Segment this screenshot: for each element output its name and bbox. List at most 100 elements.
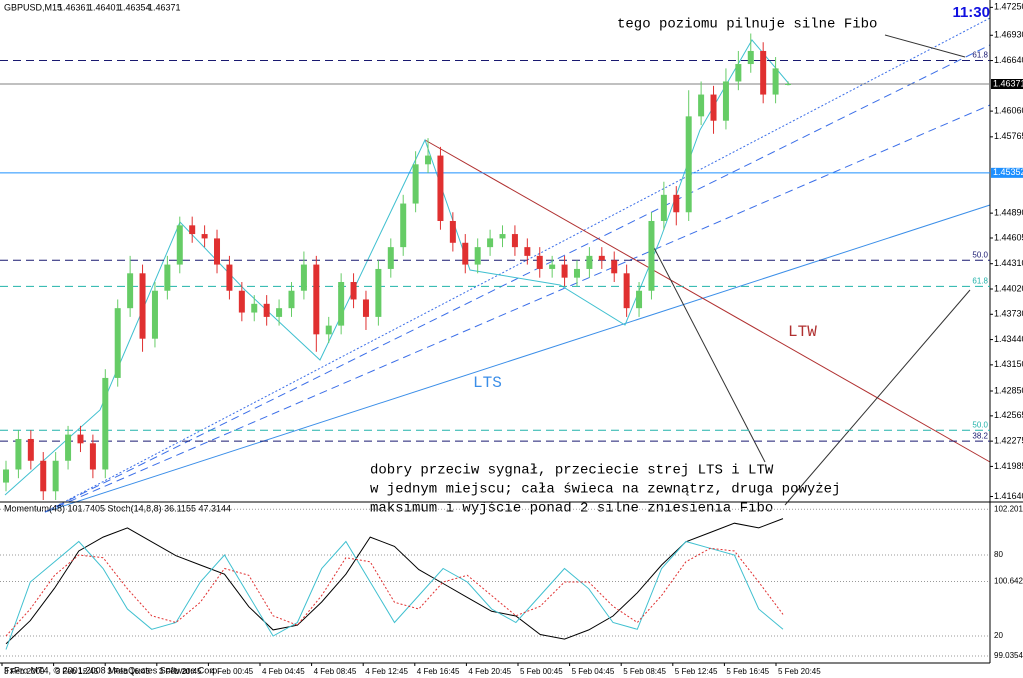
candle-body (362, 299, 369, 317)
y-tick-label: 99.0354 (994, 651, 1023, 660)
candle-body (238, 290, 245, 313)
dashed-trend (44, 104, 991, 513)
candle-body (710, 94, 717, 121)
y-tick-label: 1.44020 (994, 283, 1023, 293)
candle-body (648, 220, 655, 291)
x-tick-label: 5 Feb 00:45 (520, 667, 563, 676)
header-value: 1.46354 (118, 2, 151, 12)
arrow-line (649, 239, 766, 463)
y-tick-label: 1.46930 (994, 30, 1023, 40)
candle-body (263, 303, 270, 317)
candle-body (114, 308, 121, 378)
fibo-label: 61.8 (972, 276, 988, 285)
candle-body (449, 220, 456, 243)
candle-body (214, 238, 221, 265)
candle-body (65, 434, 72, 461)
arrow-line (884, 34, 966, 58)
y-tick-label: 1.43440 (994, 334, 1023, 344)
candle-body (226, 264, 233, 291)
indicator-line (5, 518, 784, 645)
candle-body (89, 443, 96, 470)
candle-body (636, 290, 643, 309)
fibo-label: 61.8 (972, 51, 988, 60)
x-tick-label: 3 Feb 12:45 (56, 667, 99, 676)
y-tick-label: 1.43730 (994, 309, 1023, 319)
candle-body (760, 50, 767, 95)
y-tick-label: 1.46640 (994, 55, 1023, 65)
x-tick-label: 4 Feb 12:45 (365, 667, 408, 676)
y-tick-label: 1.41985 (994, 461, 1023, 471)
annotation: LTW (788, 323, 817, 341)
candle-body (375, 268, 382, 317)
fibo-label: 38.2 (972, 431, 988, 440)
candle-body (189, 225, 196, 235)
x-tick-label: 5 Feb 04:45 (572, 667, 615, 676)
candle-body (747, 50, 754, 65)
candle-body (77, 434, 84, 444)
candle-body (511, 234, 518, 248)
trend-lines (4, 17, 991, 513)
candle-body (164, 264, 171, 291)
candle-body (474, 247, 481, 265)
dotted-trend (44, 17, 991, 513)
candle-body (660, 194, 667, 221)
y-tick-label: 1.42565 (994, 410, 1023, 420)
x-tick-label: 4 Feb 16:45 (417, 667, 460, 676)
candle-body (3, 469, 9, 483)
y-tick-label: 1.45765 (994, 131, 1023, 141)
candle-body (586, 255, 593, 269)
candle-body (300, 264, 307, 291)
x-tick-label: 5 Feb 16:45 (726, 667, 769, 676)
x-tick-label: 4 Feb 00:45 (210, 667, 253, 676)
candle-body (313, 264, 320, 335)
x-tick-label: 5 Feb 20:45 (778, 667, 821, 676)
fibo-label: 50.0 (972, 250, 988, 259)
candle-body (722, 81, 729, 121)
clock: 11:30 (952, 4, 990, 21)
y-tick-label: 20 (994, 631, 1003, 640)
candle-body (573, 268, 580, 278)
y-tick-label: 1.47250 (994, 2, 1023, 12)
candle-body (387, 247, 394, 269)
y-tick-label: 1.44310 (994, 258, 1023, 268)
y-tick-label: 102.2013 (994, 504, 1023, 513)
price-tag (991, 167, 1023, 178)
candle-body (52, 460, 59, 492)
candle-body (276, 308, 283, 317)
x-tick-label: 4 Feb 08:45 (314, 667, 357, 676)
y-tick-label: 1.44605 (994, 232, 1023, 242)
y-tick-label: 1.44890 (994, 208, 1023, 218)
annotation: maksimum i wyjście ponad 2 silne zniesie… (370, 501, 773, 517)
candle-body (598, 255, 605, 261)
candle-body (735, 64, 742, 82)
candle-body (549, 264, 556, 269)
x-tick-label: 5 Feb 12:45 (675, 667, 718, 676)
candle-body (151, 290, 158, 339)
candle-body (400, 203, 407, 248)
y-tick-label: 1.41640 (994, 491, 1023, 501)
x-tick-label: 5 Feb 08:45 (623, 667, 666, 676)
annotation: tego poziomu pilnuje silne Fibo (617, 17, 877, 33)
indicator-line (5, 540, 784, 650)
candle-body (437, 155, 444, 221)
arrow-line (784, 289, 971, 506)
candle-body (425, 155, 432, 165)
candle-body (27, 438, 34, 461)
candle-body (536, 255, 543, 269)
candle-body (139, 273, 146, 339)
y-tick-label: 80 (994, 550, 1003, 559)
candle-body (462, 242, 469, 265)
x-tick-label: 3 Feb 16:45 (107, 667, 150, 676)
ltw-line (424, 139, 991, 463)
header-value: 1.46371 (148, 2, 181, 12)
annotation: LTS (473, 374, 502, 392)
price-label: 1.46371 (993, 78, 1023, 88)
candle-body (698, 94, 705, 117)
candle-body (673, 194, 680, 213)
y-tick-label: 1.42275 (994, 436, 1023, 446)
annotation: dobry przeciw sygnał, przeciecie strej L… (370, 463, 774, 479)
y-tick-label: 100.6421 (994, 577, 1023, 586)
candle-body (785, 84, 791, 86)
